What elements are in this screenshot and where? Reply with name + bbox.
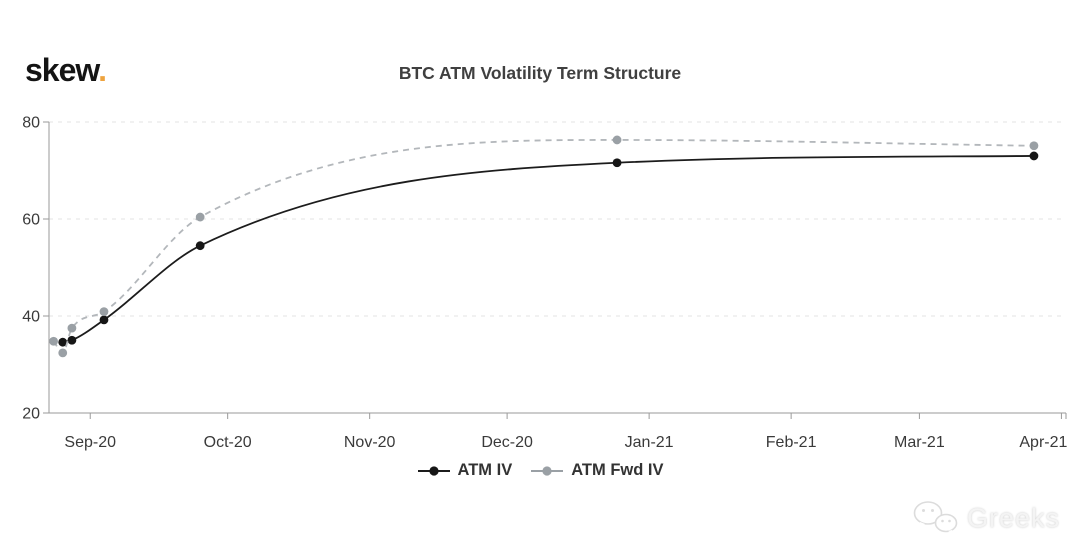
- skew-logo-text: skew: [25, 52, 99, 88]
- x-tick-label: Oct-20: [204, 434, 252, 451]
- atm-fwd-iv-legend-marker-icon: [531, 465, 564, 476]
- x-tick-label: Feb-21: [766, 434, 817, 451]
- x-tick-label: Nov-20: [344, 434, 396, 451]
- data-point-atm-fwd-iv[interactable]: [612, 135, 622, 145]
- data-point-atm-fwd-iv[interactable]: [58, 348, 68, 358]
- data-point-atm-fwd-iv[interactable]: [49, 336, 58, 346]
- series-layer: [49, 135, 1039, 358]
- skew-logo: skew.: [25, 52, 107, 89]
- data-point-atm-fwd-iv[interactable]: [67, 323, 77, 333]
- series-atm-iv: [58, 151, 1039, 347]
- y-tick-label: 80: [22, 115, 40, 132]
- data-point-atm-fwd-iv[interactable]: [195, 212, 205, 222]
- legend-item-atm-fwd-iv[interactable]: ATM Fwd IV: [530, 461, 663, 480]
- data-point-atm-iv[interactable]: [195, 241, 205, 251]
- atm-iv-legend-marker-icon: [417, 465, 450, 476]
- skew-logo-dot: .: [98, 52, 107, 88]
- wechat-icon: [913, 501, 958, 535]
- x-tick-label: Mar-21: [894, 434, 945, 451]
- gridlines: [49, 121, 1066, 317]
- data-point-atm-iv[interactable]: [1029, 151, 1039, 161]
- chart-title: BTC ATM Volatility Term Structure: [398, 63, 682, 83]
- x-tick-label: Apr-21: [1019, 434, 1067, 451]
- y-tick-label: 20: [22, 406, 40, 423]
- series-line-atm-iv: [62, 155, 1034, 344]
- legend-item-atm-iv[interactable]: ATM IV: [417, 461, 513, 480]
- legend-label-atm-iv: ATM IV: [457, 461, 513, 479]
- y-axis-ticks: 20 40 60 80: [22, 115, 49, 423]
- y-tick-label: 40: [22, 309, 40, 326]
- x-tick-label: Dec-20: [481, 434, 533, 451]
- watermark-text: Greeks: [966, 502, 1060, 533]
- watermark: Greeks: [911, 499, 1060, 537]
- data-point-atm-fwd-iv[interactable]: [1029, 141, 1039, 151]
- data-point-atm-iv[interactable]: [99, 315, 109, 325]
- legend-label-atm-fwd-iv: ATM Fwd IV: [571, 461, 664, 479]
- series-atm-fwd-iv: [49, 135, 1039, 358]
- x-axis-ticks: Sep-20 Oct-20 Nov-20 Dec-20 Jan-21 Feb-21 Mar-…: [64, 413, 1068, 451]
- y-tick-label: 60: [22, 212, 40, 229]
- x-tick-label: Sep-20: [64, 434, 116, 451]
- data-point-atm-fwd-iv[interactable]: [99, 307, 109, 317]
- x-tick-label: Jan-21: [625, 434, 674, 451]
- axes: [48, 122, 1067, 419]
- data-point-atm-iv[interactable]: [612, 158, 622, 168]
- legend: ATM IV ATM Fwd IV: [0, 461, 1080, 480]
- data-point-atm-iv[interactable]: [58, 337, 68, 347]
- data-point-atm-iv[interactable]: [67, 335, 77, 345]
